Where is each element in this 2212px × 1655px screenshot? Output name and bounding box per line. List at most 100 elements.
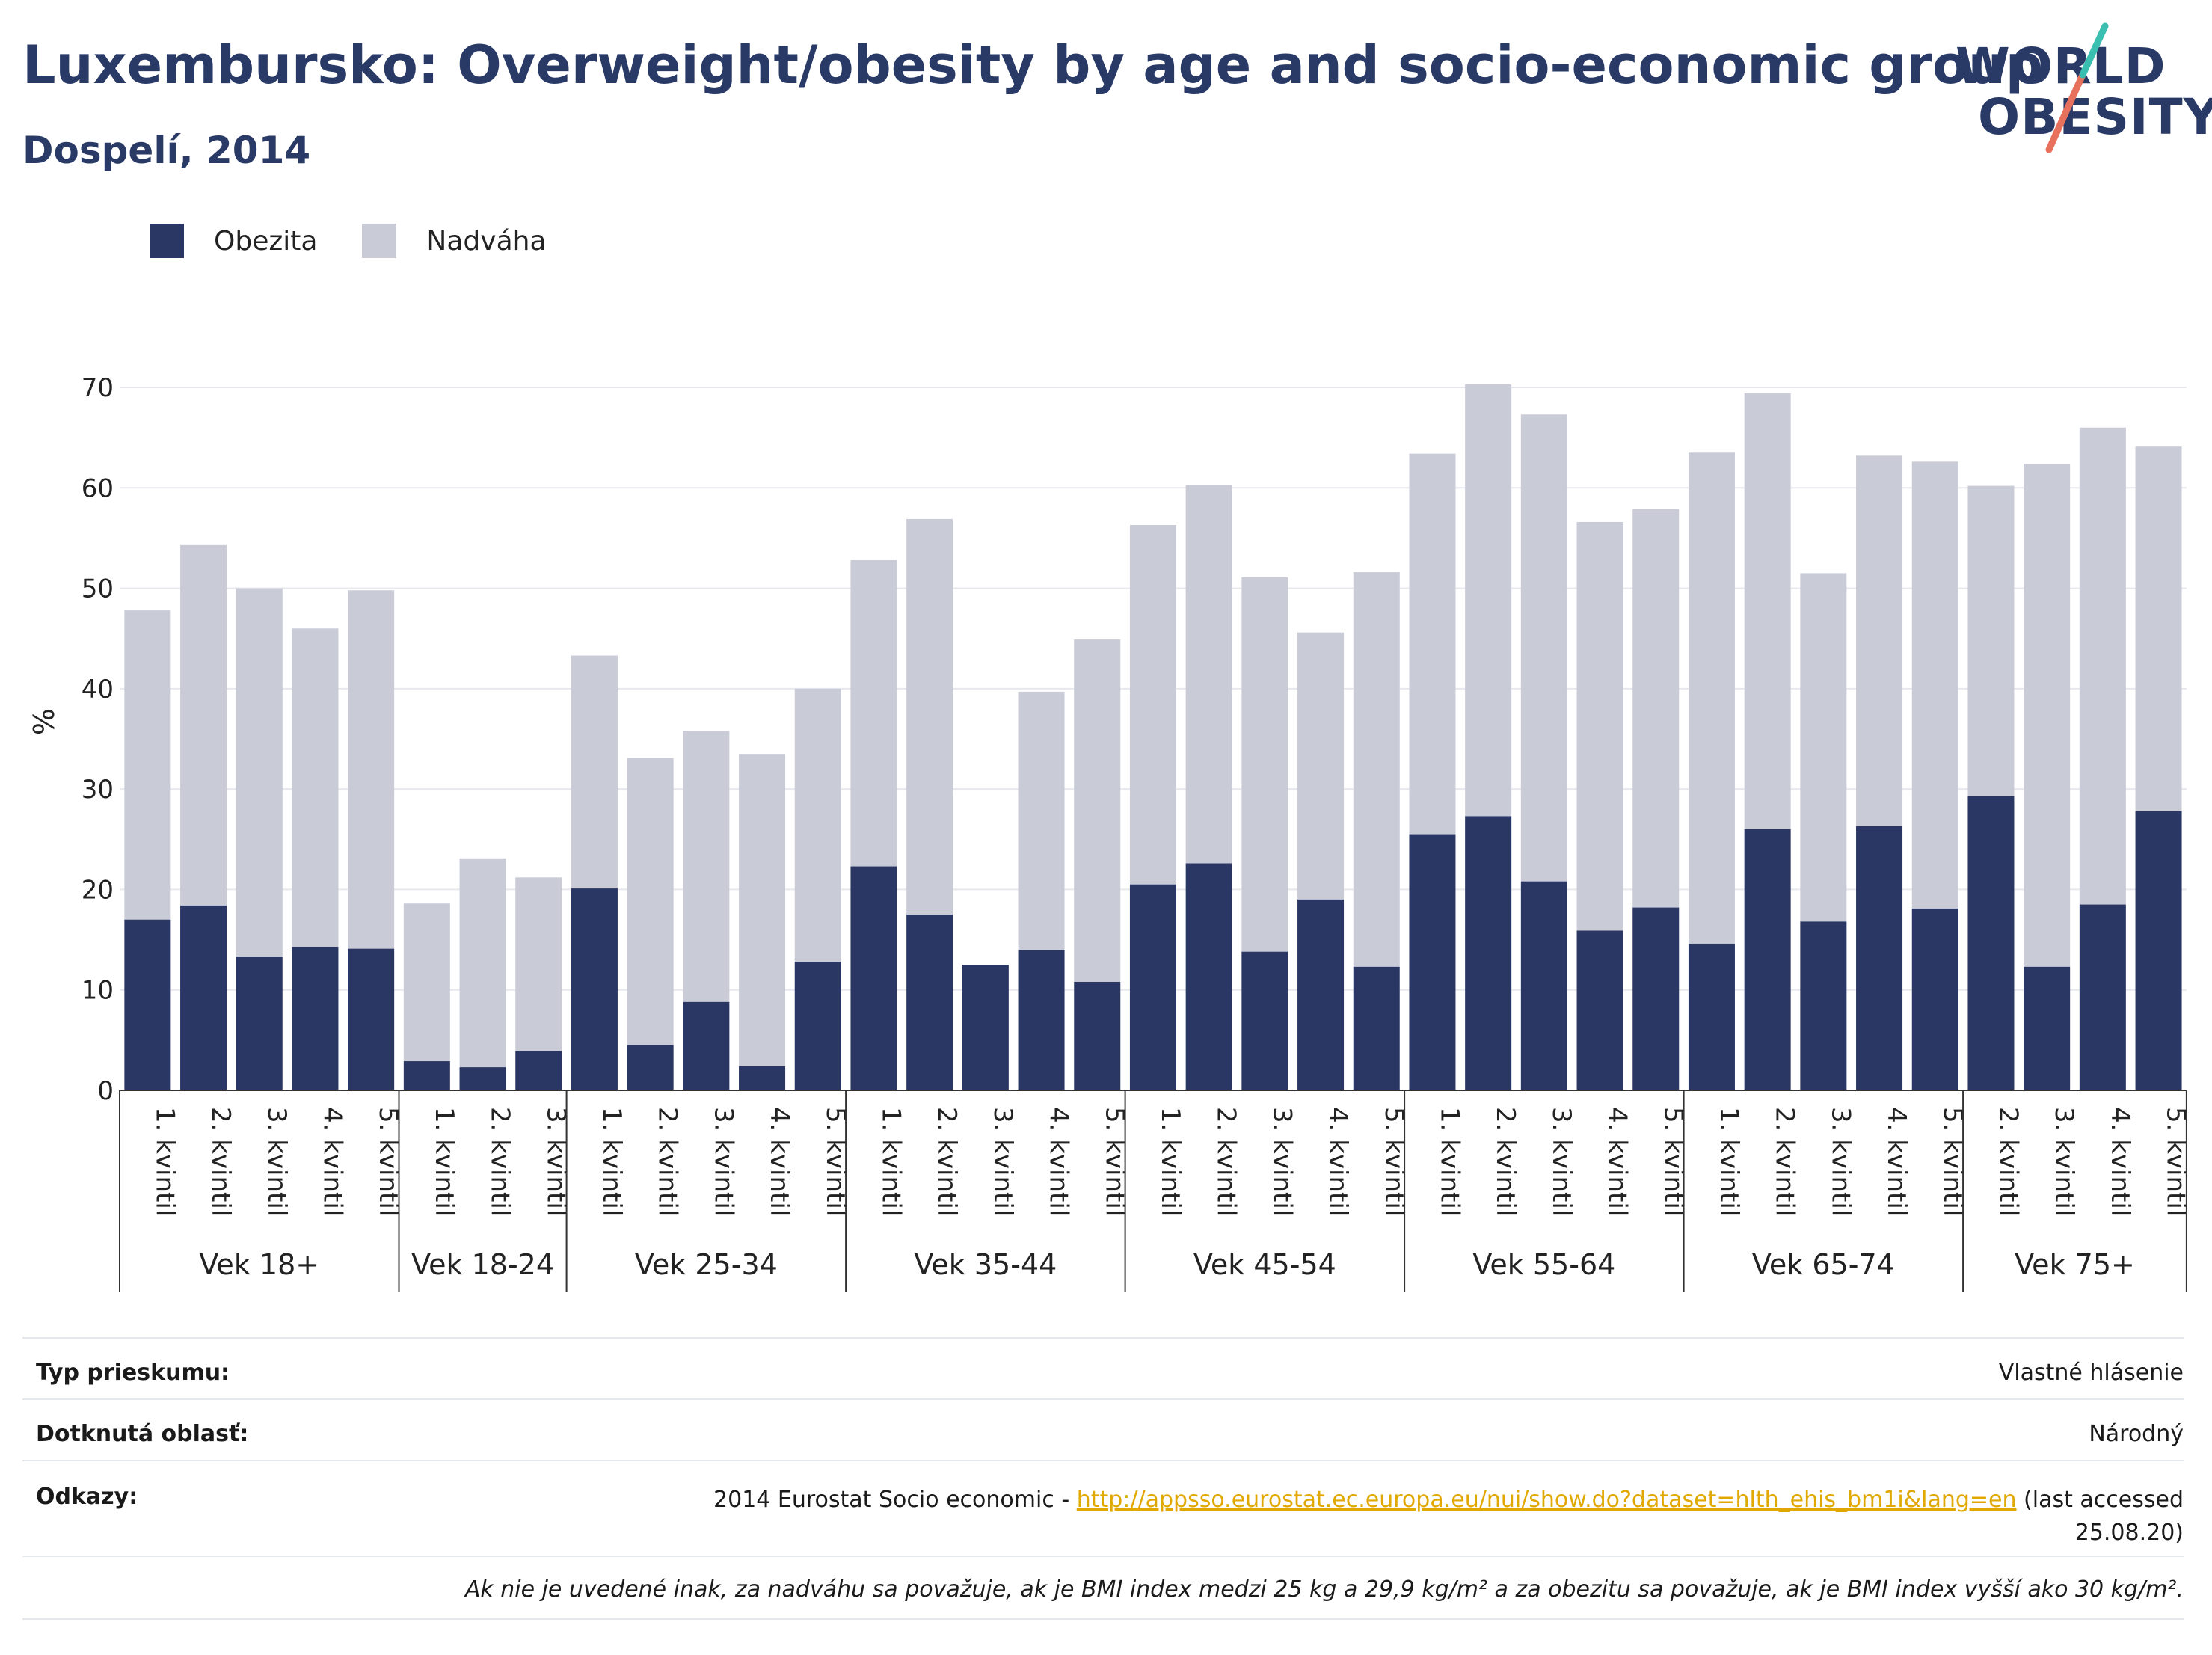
definition-note: Ak nie je uvedené inak, za nadváhu sa po… [464,1576,2184,1603]
bar-obezita [906,915,953,1090]
bar-obezita [2024,966,2071,1090]
bar-nadvaha [627,758,674,1045]
x-tick-label: 3. kvintil [1546,1107,1576,1216]
chart-legend: Obezita Nadváha [150,221,592,260]
reference-suffix: (last accessed [2016,1487,2184,1513]
bar-obezita [1353,966,1400,1090]
reference-link[interactable]: http://appsso.eurostat.ec.europa.eu/nui/… [1076,1487,2017,1513]
x-tick-label: 4. kvintil [1323,1107,1353,1216]
bar-obezita [962,965,1009,1090]
x-tick-label: 4. kvintil [1881,1107,1911,1216]
bar-nadvaha [1744,393,1791,829]
bar-obezita [1129,884,1176,1090]
x-tick-label: 4. kvintil [1603,1107,1632,1216]
x-tick-label: 1. kvintil [876,1107,906,1216]
meta-value-area: Národný [2089,1421,2184,1447]
bar-nadvaha [403,903,450,1062]
x-tick-label: 2. kvintil [1770,1107,1800,1216]
page-title: Luxembursko: Overweight/obesity by age a… [22,34,2043,96]
y-tick-label: 70 [82,373,114,403]
bar-obezita [1520,881,1567,1090]
y-tick-label: 20 [82,875,114,905]
meta-row-survey-type: Typ prieskumu: Vlastné hlásenie [22,1337,2184,1400]
y-tick-label: 0 [97,1076,114,1106]
logo-text-line1: WORLD [1956,37,2166,95]
bar-obezita [236,957,283,1090]
stacked-bar-chart: 0 10 20 30 40 50 60 70% 1. kvintil 2. kvintil 3. k… [28,373,2191,1292]
x-tick-label: 3. kvintil [988,1107,1018,1216]
bar-nadvaha [571,655,618,889]
meta-label-survey-type: Typ prieskumu: [36,1360,230,1386]
y-tick-label: 50 [82,574,114,604]
x-tick-label: 5. kvintil [373,1107,403,1216]
legend-swatch-obezita [150,224,184,258]
meta-label-area: Dotknutá oblasť: [36,1421,249,1447]
x-tick-label: 4. kvintil [1044,1107,1074,1216]
bar-nadvaha [1129,524,1176,885]
legend-label-nadvaha: Nadváha [426,225,547,257]
group-label: Vek 75+ [2015,1248,2135,1281]
bar-nadvaha [1465,384,1512,817]
x-tick-label: 3. kvintil [541,1107,571,1216]
logo-slash-icon [2045,22,2109,153]
bar-nadvaha [794,688,841,962]
x-tick-label: 4. kvintil [2105,1107,2135,1216]
bar-obezita [1744,829,1791,1090]
bar-nadvaha [1297,632,1345,900]
x-tick-label: 3. kvintil [2049,1107,2079,1216]
bar-nadvaha [1185,485,1232,864]
bar-obezita [1297,899,1345,1090]
bar-nadvaha [1632,509,1680,908]
x-tick-label: 3. kvintil [262,1107,292,1216]
x-tick-label: 5. kvintil [1658,1107,1688,1216]
reference-date: 25.08.20) [2074,1520,2184,1546]
x-tick-label: 2. kvintil [932,1107,962,1216]
bar-obezita [403,1061,450,1090]
bar-obezita [627,1045,674,1090]
bar-obezita [571,888,618,1090]
x-tick-label: 5. kvintil [820,1107,850,1216]
x-tick-label: 1. kvintil [1714,1107,1744,1216]
bar-nadvaha [348,590,395,949]
legend-item-nadvaha: Nadváha [362,224,547,258]
legend-item-obezita: Obezita [150,224,317,258]
bar-nadvaha [180,544,227,906]
x-tick-label: 1. kvintil [1155,1107,1185,1216]
bar-nadvaha [459,858,506,1068]
reference-prefix: 2014 Eurostat Socio economic - [713,1487,1077,1513]
x-tick-label: 5. kvintil [1099,1107,1129,1216]
meta-row-note: Ak nie je uvedené inak, za nadváhu sa po… [22,1556,2184,1620]
bar-nadvaha [1074,639,1121,982]
bar-obezita [1800,921,1847,1090]
bar-obezita [1576,930,1623,1090]
y-tick-label: 30 [82,775,114,805]
bar-nadvaha [2079,427,2126,905]
bar-obezita [1688,943,1735,1090]
x-tick-label: 2. kvintil [1993,1107,2023,1216]
bar-obezita [2135,811,2182,1090]
legend-label-obezita: Obezita [214,225,318,257]
bar-obezita [739,1066,786,1090]
meta-label-references: Odkazy: [36,1484,138,1510]
x-tick-label: 4. kvintil [317,1107,347,1216]
bar-nadvaha [1520,414,1567,882]
bar-nadvaha [850,559,897,867]
bar-nadvaha [292,628,339,947]
legend-swatch-nadvaha [362,224,397,258]
x-tick-label: 5. kvintil [2161,1107,2191,1216]
bar-obezita [1856,826,1903,1090]
group-label: Vek 18+ [199,1248,319,1281]
bar-nadvaha [1856,455,1903,826]
bar-obezita [348,948,395,1090]
bar-obezita [1911,908,1958,1090]
bar-nadvaha [124,610,171,920]
x-tick-label: 2. kvintil [485,1107,515,1216]
bar-obezita [1967,796,2015,1090]
bar-nadvaha [1800,573,1847,922]
group-label: Vek 18-24 [411,1248,554,1281]
meta-value-references: 2014 Eurostat Socio economic - http://ap… [713,1484,2184,1550]
x-tick-label: 5. kvintil [1938,1107,1967,1216]
bar-nadvaha [1353,572,1400,967]
x-tick-label: 2. kvintil [1211,1107,1241,1216]
x-tick-label: 2. kvintil [1490,1107,1520,1216]
